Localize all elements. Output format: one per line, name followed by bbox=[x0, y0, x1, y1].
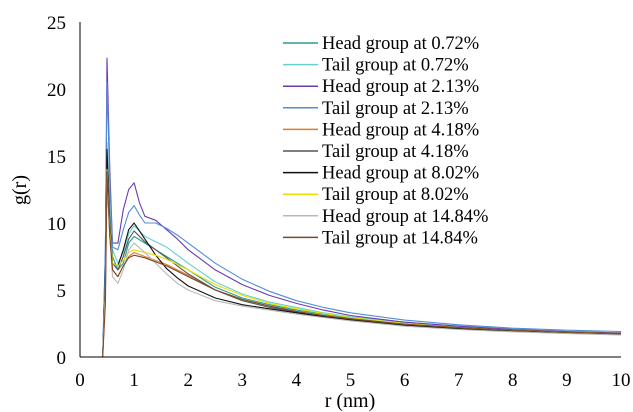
x-tick-labels: 0 1 2 3 4 5 6 7 8 9 10 bbox=[75, 370, 630, 391]
y-tick-label: 0 bbox=[57, 348, 67, 369]
y-tick-label: 20 bbox=[47, 80, 66, 101]
x-tick-label: 5 bbox=[346, 370, 356, 391]
y-axis-title: g(r) bbox=[9, 175, 31, 205]
legend-label: Tail group at 2.13% bbox=[322, 99, 469, 119]
series-layer bbox=[102, 57, 622, 358]
x-tick-label: 7 bbox=[454, 370, 464, 391]
y-tick-label: 25 bbox=[47, 13, 66, 34]
x-tick-label: 9 bbox=[562, 370, 572, 391]
legend-label: Tail group at 8.02% bbox=[322, 185, 469, 205]
y-tick-labels: 0 5 10 15 20 25 bbox=[47, 13, 66, 369]
x-tick-label: 1 bbox=[129, 370, 139, 391]
y-tick-label: 10 bbox=[47, 214, 66, 235]
x-tick-label: 0 bbox=[75, 370, 85, 391]
y-tick-label: 5 bbox=[57, 281, 67, 302]
x-tick-label: 10 bbox=[612, 370, 631, 391]
x-tick-label: 2 bbox=[183, 370, 193, 391]
x-tick-label: 6 bbox=[400, 370, 410, 391]
legend-label: Tail group at 0.72% bbox=[322, 56, 469, 76]
legend-label: Head group at 8.02% bbox=[322, 164, 479, 184]
series-line-3 bbox=[102, 81, 622, 358]
series-line-9 bbox=[102, 171, 622, 358]
legend-label: Tail group at 4.18% bbox=[322, 142, 469, 162]
legend-label: Head group at 4.18% bbox=[322, 120, 479, 140]
series-line-8 bbox=[102, 168, 622, 358]
legend-label: Head group at 14.84% bbox=[322, 207, 488, 227]
legend: Head group at 0.72%Tail group at 0.72%He… bbox=[283, 34, 488, 248]
x-tick-label: 3 bbox=[238, 370, 248, 391]
x-tick-label: 4 bbox=[292, 370, 302, 391]
series-line-2 bbox=[102, 57, 622, 358]
x-tick-label: 8 bbox=[508, 370, 518, 391]
legend-label: Head group at 0.72% bbox=[322, 34, 479, 54]
legend-label: Head group at 2.13% bbox=[322, 77, 479, 97]
legend-label: Tail group at 14.84% bbox=[322, 228, 478, 248]
x-axis-title: r (nm) bbox=[325, 390, 376, 412]
y-tick-label: 15 bbox=[47, 147, 66, 168]
